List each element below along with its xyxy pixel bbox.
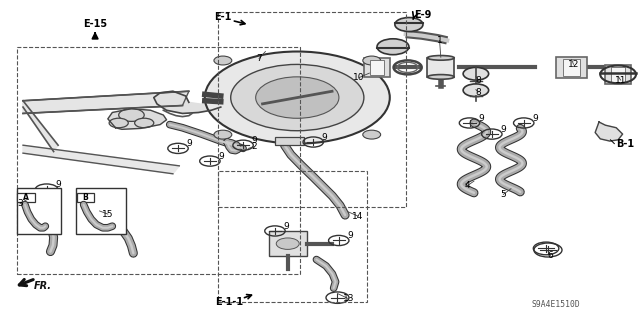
Circle shape bbox=[463, 84, 489, 97]
Bar bbox=[275, 137, 303, 145]
FancyBboxPatch shape bbox=[17, 193, 35, 202]
Text: 10: 10 bbox=[353, 73, 365, 82]
Bar bbox=[563, 59, 580, 76]
Text: 2: 2 bbox=[251, 142, 257, 151]
FancyArrowPatch shape bbox=[244, 294, 252, 299]
Bar bbox=[17, 188, 61, 234]
Text: 9: 9 bbox=[322, 133, 328, 142]
Text: FR.: FR. bbox=[34, 281, 52, 291]
Circle shape bbox=[363, 56, 381, 65]
Polygon shape bbox=[595, 122, 623, 141]
Text: 11: 11 bbox=[615, 76, 627, 85]
Text: 9: 9 bbox=[252, 136, 257, 145]
Text: 9: 9 bbox=[187, 139, 193, 148]
Bar bbox=[218, 171, 367, 302]
FancyBboxPatch shape bbox=[77, 193, 95, 202]
Text: S9A4E1510D: S9A4E1510D bbox=[531, 300, 580, 309]
Circle shape bbox=[214, 130, 232, 139]
Bar bbox=[556, 57, 587, 78]
Text: B: B bbox=[83, 193, 88, 202]
Bar bbox=[17, 47, 301, 274]
Bar bbox=[76, 188, 125, 234]
Text: E-1: E-1 bbox=[214, 11, 231, 22]
Bar bbox=[269, 231, 307, 256]
Circle shape bbox=[205, 51, 390, 144]
Bar bbox=[370, 60, 384, 75]
Text: 9: 9 bbox=[348, 231, 353, 240]
Polygon shape bbox=[23, 101, 58, 152]
Polygon shape bbox=[23, 145, 179, 174]
Text: 1: 1 bbox=[436, 36, 442, 45]
Text: 14: 14 bbox=[352, 211, 364, 220]
FancyArrowPatch shape bbox=[234, 20, 245, 25]
Circle shape bbox=[463, 67, 489, 80]
Text: 5: 5 bbox=[500, 190, 506, 199]
Text: 12: 12 bbox=[568, 60, 579, 69]
Text: 9: 9 bbox=[284, 222, 289, 231]
Text: 9: 9 bbox=[55, 181, 61, 189]
Text: A: A bbox=[23, 193, 29, 202]
Circle shape bbox=[395, 18, 423, 32]
Circle shape bbox=[363, 130, 381, 139]
Polygon shape bbox=[154, 91, 221, 114]
Bar bbox=[364, 58, 390, 77]
Text: 8: 8 bbox=[475, 88, 481, 97]
Text: E-15: E-15 bbox=[83, 19, 107, 29]
Circle shape bbox=[377, 39, 409, 55]
Text: 8: 8 bbox=[475, 76, 481, 85]
Polygon shape bbox=[108, 109, 166, 129]
Text: 9: 9 bbox=[478, 114, 484, 123]
Circle shape bbox=[214, 56, 232, 65]
Text: B-1: B-1 bbox=[616, 139, 634, 149]
Text: 7: 7 bbox=[256, 54, 262, 63]
Text: 9: 9 bbox=[218, 152, 224, 161]
Text: 6: 6 bbox=[548, 251, 554, 260]
Text: 9: 9 bbox=[532, 114, 538, 123]
FancyArrowPatch shape bbox=[90, 32, 100, 39]
Text: 13: 13 bbox=[342, 294, 354, 303]
Circle shape bbox=[276, 238, 300, 249]
Polygon shape bbox=[23, 91, 189, 114]
Ellipse shape bbox=[428, 75, 454, 79]
Text: 3: 3 bbox=[17, 199, 22, 208]
Circle shape bbox=[118, 109, 144, 122]
Text: 15: 15 bbox=[102, 210, 114, 219]
Bar bbox=[218, 12, 406, 207]
Circle shape bbox=[134, 118, 154, 128]
Bar bbox=[611, 67, 625, 82]
Text: 4: 4 bbox=[465, 181, 470, 190]
Ellipse shape bbox=[428, 56, 454, 60]
Circle shape bbox=[230, 64, 364, 131]
Text: 9: 9 bbox=[500, 125, 506, 134]
Circle shape bbox=[255, 77, 339, 118]
Text: E-1-1: E-1-1 bbox=[215, 297, 243, 307]
Bar bbox=[428, 58, 454, 77]
Bar bbox=[605, 65, 631, 84]
Circle shape bbox=[109, 118, 128, 128]
Text: E-9: E-9 bbox=[414, 10, 431, 20]
